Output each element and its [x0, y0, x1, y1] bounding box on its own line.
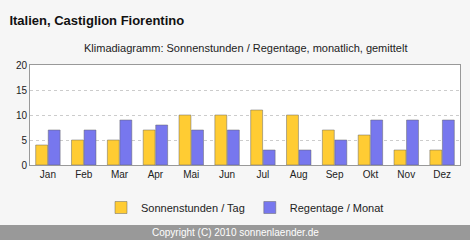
svg-text:Italien, Castiglion Fiorentino: Italien, Castiglion Fiorentino [9, 13, 184, 28]
svg-text:Regentage / Monat: Regentage / Monat [290, 202, 384, 214]
svg-text:Nov: Nov [397, 169, 415, 180]
svg-text:0: 0 [21, 160, 27, 171]
svg-text:Mar: Mar [111, 169, 129, 180]
svg-text:20: 20 [16, 60, 28, 71]
svg-text:Mai: Mai [183, 169, 199, 180]
svg-text:Jul: Jul [257, 169, 270, 180]
svg-text:Copyright (C) 2010 sonnenlaend: Copyright (C) 2010 sonnenlaender.de [152, 227, 319, 238]
svg-text:Feb: Feb [75, 169, 93, 180]
svg-text:Klimadiagramm: Sonnenstunden /: Klimadiagramm: Sonnenstunden / Regentage… [84, 42, 407, 54]
svg-text:10: 10 [16, 110, 28, 121]
svg-text:Jun: Jun [219, 169, 235, 180]
svg-text:Jan: Jan [40, 169, 56, 180]
svg-text:Okt: Okt [363, 169, 379, 180]
svg-text:5: 5 [21, 135, 27, 146]
svg-text:Sep: Sep [326, 169, 344, 180]
svg-text:Sonnenstunden / Tag: Sonnenstunden / Tag [141, 202, 245, 214]
svg-text:Aug: Aug [290, 169, 308, 180]
svg-text:15: 15 [16, 85, 28, 96]
svg-text:Dez: Dez [433, 169, 451, 180]
svg-text:Apr: Apr [148, 169, 164, 180]
